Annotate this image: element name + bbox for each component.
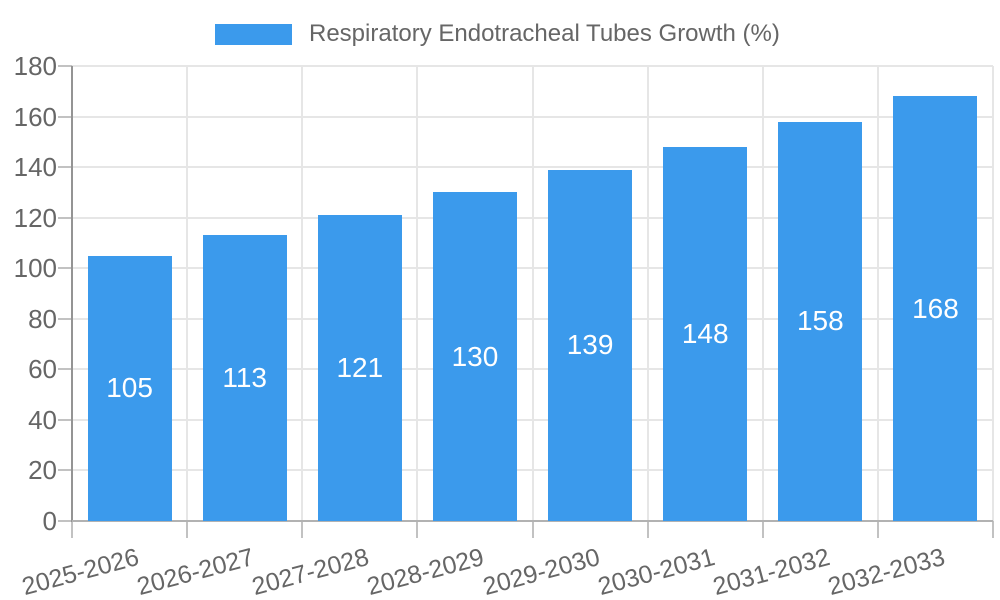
x-tick-label: 2031-2032 [709,543,833,600]
bar-2025-2026[interactable] [87,255,172,521]
x-axis-tick [186,521,189,538]
x-axis-tick [876,521,879,538]
x-axis-tick [646,521,649,538]
bar-value-label: 158 [796,305,844,337]
y-axis-tick [58,520,72,522]
y-tick-label: 60 [28,354,57,385]
bar-value-label: 139 [566,329,614,361]
bar-value-label: 113 [222,362,268,394]
x-tick-label: 2032-2033 [824,543,948,600]
y-axis-tick [58,166,72,169]
y-tick-label: 180 [13,51,57,81]
x-tick-label: 2027-2028 [249,543,373,600]
bar-2029-2030[interactable] [548,169,633,521]
v-gridline [876,66,879,521]
y-tick-label: 160 [13,101,57,132]
legend-swatch-icon [215,23,292,45]
bar-value-label: 130 [451,340,499,372]
v-gridline [531,66,534,521]
x-tick-label: 2026-2027 [134,543,257,600]
bar-2032-2033[interactable] [893,96,978,521]
x-axis-tick [992,521,994,538]
x-tick-label: 2025-2026 [19,543,142,600]
x-axis-tick [531,521,534,538]
y-axis-tick [58,368,72,371]
x-tick-label: 2029-2030 [479,543,603,600]
v-gridline [646,66,649,521]
x-axis-tick [71,521,73,538]
y-tick-label: 0 [42,506,57,536]
x-axis-tick [416,521,419,538]
x-tick-label: 2030-2031 [594,543,718,600]
y-axis-tick [58,469,72,472]
y-axis-tick [58,216,72,219]
y-tick-label: 20 [28,455,57,486]
y-tick-label: 120 [13,202,57,233]
y-axis-line [71,66,73,522]
y-tick-label: 140 [13,152,57,183]
bar-2030-2031[interactable] [663,146,748,521]
legend-item[interactable]: Respiratory Endotracheal Tubes Growth (%… [215,20,780,48]
bar-value-label: 121 [336,352,384,384]
y-axis-tick [58,65,72,67]
bar-value-label: 148 [681,317,729,349]
x-tick-label: 2028-2029 [364,543,488,600]
y-tick-label: 40 [28,404,57,435]
bar-2031-2032[interactable] [778,121,863,521]
bar-2028-2029[interactable] [432,192,517,521]
y-axis-tick [58,267,72,270]
v-gridline [416,66,419,521]
v-gridline [186,66,189,521]
legend-label: Respiratory Endotracheal Tubes Growth (%… [309,20,780,47]
v-gridline [301,66,304,521]
y-tick-label: 80 [28,303,57,334]
bar-2026-2027[interactable] [202,235,287,521]
y-axis-tick [58,418,72,421]
y-axis-tick [58,317,72,320]
x-axis-tick [301,521,304,538]
y-tick-label: 100 [13,253,57,284]
x-axis-tick [761,521,764,538]
y-axis-tick [58,115,72,118]
bar-value-label: 105 [106,372,153,404]
bar-value-label: 168 [912,292,959,324]
bar-2027-2028[interactable] [317,215,402,521]
v-gridline [992,66,994,521]
x-axis-line [72,520,993,522]
v-gridline [761,66,764,521]
